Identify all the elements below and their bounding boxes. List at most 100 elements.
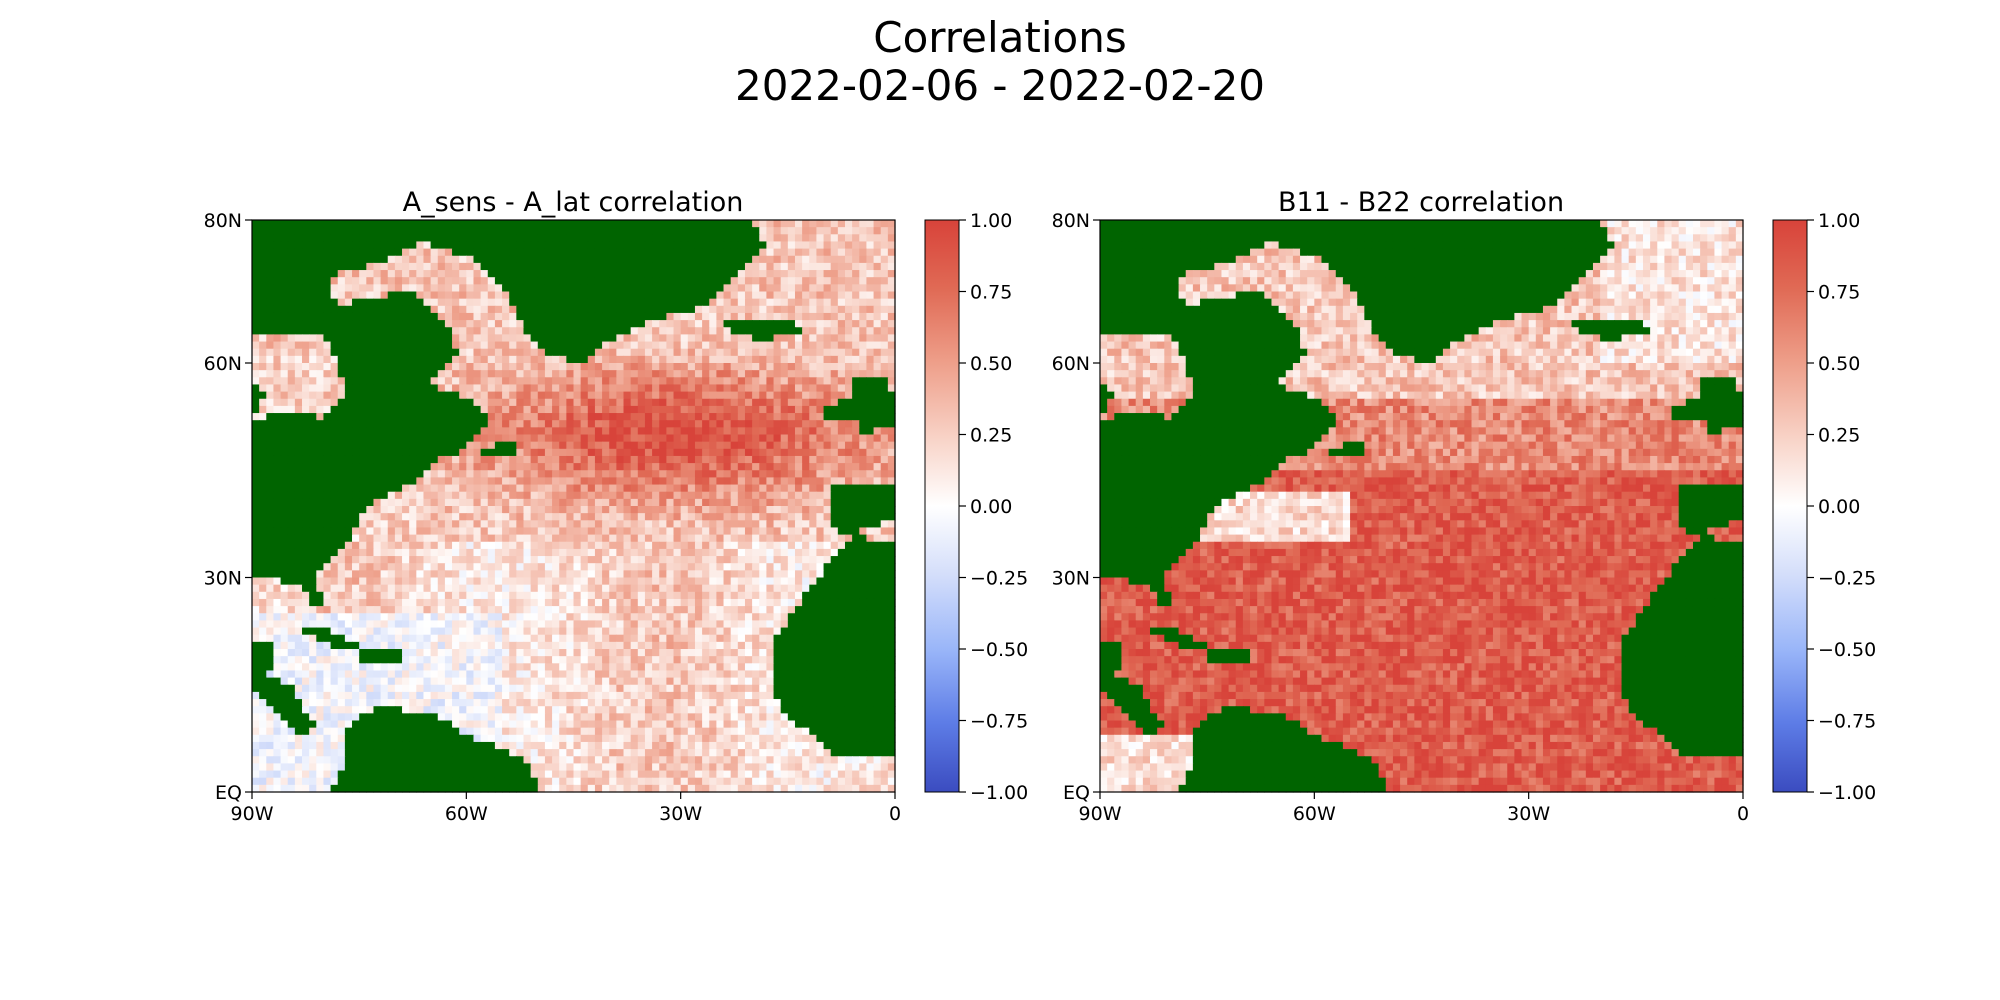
map-cell [780,341,789,350]
map-cell [452,363,460,371]
map-cell [794,527,803,536]
map-cell [273,584,282,593]
map-cell [309,384,317,393]
map-cell [794,398,803,407]
map-cell [744,527,753,536]
map-cell [816,255,825,264]
map-cell [387,370,396,378]
map-cell [723,455,732,464]
map-cell [823,334,832,343]
map-cell [373,520,382,529]
map-cell [366,334,375,343]
map-cell [309,591,317,600]
map-cell [866,391,875,400]
map-cell [866,227,875,235]
map-cell [730,556,739,564]
map-cell [723,420,732,428]
map-cell [844,563,853,571]
map-cell [509,234,517,243]
map-cell [294,427,303,436]
map-cell [444,255,453,264]
map-cell [516,384,525,393]
map-cell [316,327,325,335]
map-cell [752,455,760,464]
map-cell [352,591,360,600]
map-cell [680,427,689,436]
map-cell [509,477,517,486]
map-cell [694,448,703,457]
map-cell [430,513,439,521]
map-cell [502,541,510,550]
map-cell [637,570,646,579]
map-cell [794,563,803,571]
map-cell [652,398,660,407]
map-cell [280,348,289,357]
map-cell [730,248,739,257]
map-cell [616,455,625,464]
map-cell [702,556,710,564]
map-cell [516,441,525,450]
map-cell [259,591,267,600]
map-cell [694,534,703,543]
map-cell [766,598,775,607]
map-cell [866,441,875,450]
map-cell [830,584,839,593]
map-cell [866,370,875,378]
map-cell [673,434,682,443]
map-cell [816,541,825,550]
map-cell [830,341,839,350]
map-cell [537,241,546,250]
map-cell [444,405,453,414]
map-cell [730,348,739,357]
map-cell [752,498,760,507]
map-cell [630,413,639,421]
map-cell [359,591,367,600]
map-cell [887,606,896,614]
map-cell [316,284,325,293]
map-cell [487,312,496,321]
map-cell [380,455,389,464]
map-cell [423,441,432,450]
map-cell [287,463,296,471]
map-cell [594,248,603,257]
map-cell [273,405,282,414]
map-cell [280,320,289,328]
map-cell [766,556,775,564]
figure-title-line2: 2022-02-06 - 2022-02-20 [734,61,1266,110]
map-cell [830,284,839,293]
map-cell [494,591,503,600]
map-cell [887,520,896,529]
map-cell [880,320,889,328]
map-cell [359,255,367,264]
map-cell [723,234,732,243]
map-cell [687,255,696,264]
map-cell [587,541,596,550]
map-cell [766,491,775,500]
map-cell [794,270,803,278]
map-cell [830,220,839,228]
map-cell [309,513,317,521]
map-cell [816,370,825,378]
map-cell [587,377,596,386]
map-cell [280,355,289,364]
map-cell [652,420,660,428]
map-cell [566,470,575,478]
map-cell [530,420,539,428]
map-cell [359,563,367,571]
map-cell [252,298,260,307]
map-cell [509,570,517,579]
map-cell [702,427,710,436]
map-cell [530,455,539,464]
map-cell [644,606,653,614]
map-cell [430,584,439,593]
map-cell [423,255,432,264]
map-cell [544,291,553,300]
map-cell [309,577,317,586]
map-cell [466,584,475,593]
map-cell [673,277,682,285]
map-cell [809,248,818,257]
map-cell [266,284,275,293]
map-cell [687,384,696,393]
map-cell [352,606,360,614]
map-cell [309,441,317,450]
